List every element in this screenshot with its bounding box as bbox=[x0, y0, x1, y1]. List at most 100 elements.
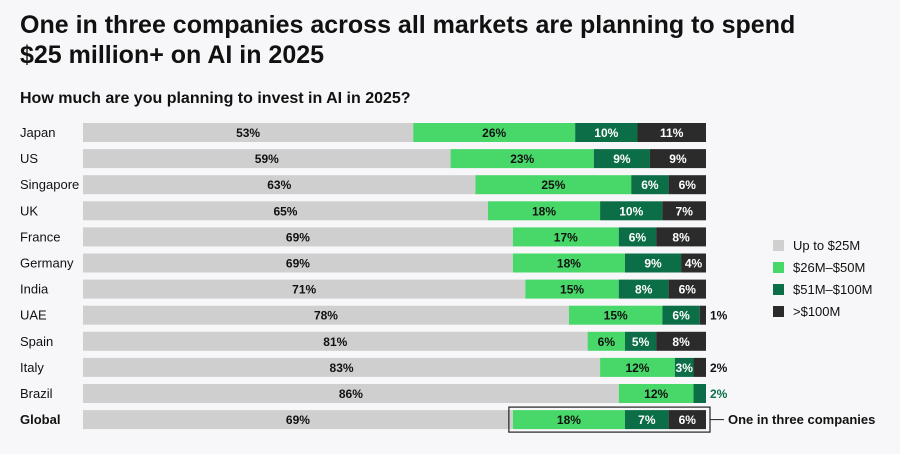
bar-segment bbox=[83, 253, 513, 273]
bar-segment bbox=[668, 175, 706, 195]
bar-segment bbox=[668, 410, 706, 430]
bar-segment bbox=[512, 410, 626, 430]
bar-segment bbox=[450, 149, 594, 169]
legend-swatch bbox=[773, 261, 784, 273]
data-label: 2% bbox=[710, 387, 728, 401]
bar-segment bbox=[575, 123, 638, 142]
bar-segment bbox=[625, 253, 682, 273]
data-label: 9% bbox=[669, 152, 687, 166]
bar-segment bbox=[600, 357, 675, 377]
data-label: 69% bbox=[286, 257, 310, 271]
bar-segment bbox=[83, 331, 588, 351]
bar-segment bbox=[487, 201, 601, 221]
data-label: 10% bbox=[619, 204, 643, 218]
data-label: 18% bbox=[557, 413, 581, 427]
data-label: 83% bbox=[330, 361, 354, 375]
bar-segment bbox=[618, 279, 669, 299]
data-label: 65% bbox=[273, 204, 297, 218]
data-label: 2% bbox=[710, 361, 728, 375]
data-label: 6% bbox=[679, 413, 697, 427]
data-label: 18% bbox=[557, 257, 581, 271]
data-label: 9% bbox=[613, 152, 631, 166]
bar-segment bbox=[674, 357, 694, 377]
data-label: 9% bbox=[644, 257, 662, 271]
data-label: 6% bbox=[598, 335, 616, 349]
bar-segment bbox=[649, 149, 706, 169]
bar-segment bbox=[83, 175, 476, 195]
data-label: 71% bbox=[292, 283, 316, 297]
data-label: 8% bbox=[672, 335, 690, 349]
legend-swatch bbox=[773, 283, 784, 295]
data-label: 12% bbox=[625, 361, 649, 375]
data-label: 6% bbox=[679, 178, 697, 192]
bar-segment bbox=[593, 149, 650, 169]
bar-segment bbox=[693, 384, 706, 403]
bar-segment bbox=[656, 227, 706, 247]
legend-swatch bbox=[773, 239, 784, 251]
data-label: 7% bbox=[638, 413, 656, 427]
bar-segment bbox=[668, 279, 706, 299]
data-label: 7% bbox=[676, 204, 694, 218]
bar-segment bbox=[83, 384, 619, 403]
bar-segment bbox=[413, 123, 576, 142]
category-label: Italy bbox=[20, 360, 44, 375]
bar-segment bbox=[681, 253, 706, 273]
data-label: 81% bbox=[323, 335, 347, 349]
chart-subtitle: How much are you planning to invest in A… bbox=[20, 90, 411, 107]
category-label: Japan bbox=[20, 125, 55, 140]
bar-segment bbox=[83, 305, 569, 325]
data-label: 78% bbox=[314, 309, 338, 323]
bar-segment bbox=[600, 201, 663, 221]
data-label: 53% bbox=[236, 126, 260, 140]
category-label: Spain bbox=[20, 334, 53, 349]
data-label: 4% bbox=[685, 257, 703, 271]
bar-segment bbox=[83, 201, 488, 221]
bar-segment bbox=[475, 175, 632, 195]
data-label: 86% bbox=[339, 387, 363, 401]
data-label: 15% bbox=[560, 283, 584, 297]
bar-segment bbox=[83, 357, 601, 377]
data-label: 69% bbox=[286, 413, 310, 427]
legend-item: $51M–$100M bbox=[773, 278, 873, 300]
chart-title: One in three companies across all market… bbox=[20, 11, 796, 69]
data-label: 6% bbox=[679, 283, 697, 297]
bar-segment bbox=[656, 331, 706, 351]
legend: Up to $25M $26M–$50M $51M–$100M >$100M bbox=[773, 234, 873, 322]
data-label: 6% bbox=[629, 230, 647, 244]
bar-segment bbox=[625, 331, 657, 351]
data-label: 63% bbox=[267, 178, 291, 192]
legend-label: $51M–$100M bbox=[793, 281, 873, 297]
bar-segment bbox=[83, 227, 513, 247]
legend-label: >$100M bbox=[793, 303, 841, 319]
data-label: 59% bbox=[255, 152, 279, 166]
data-label: 8% bbox=[672, 230, 690, 244]
bar-segment bbox=[618, 227, 657, 247]
category-label: Germany bbox=[20, 256, 74, 271]
bar-segment bbox=[83, 279, 526, 299]
data-label: 17% bbox=[554, 230, 578, 244]
bar-segment bbox=[587, 331, 626, 351]
data-label: 23% bbox=[510, 152, 534, 166]
bar-segment bbox=[631, 175, 669, 195]
bar-segment bbox=[693, 357, 706, 377]
legend-item: $26M–$50M bbox=[773, 256, 873, 278]
category-label: UK bbox=[20, 203, 38, 218]
data-label: 5% bbox=[632, 335, 650, 349]
data-label: 1% bbox=[710, 309, 728, 323]
data-label: 18% bbox=[532, 204, 556, 218]
category-label: Brazil bbox=[20, 386, 53, 401]
category-label: India bbox=[20, 282, 49, 297]
bar-segment bbox=[637, 123, 706, 142]
data-label: 3% bbox=[676, 361, 694, 375]
bar-segment bbox=[662, 305, 700, 325]
bar-segment bbox=[512, 227, 619, 247]
legend-item: Up to $25M bbox=[773, 234, 873, 256]
bar-segment bbox=[618, 384, 694, 403]
category-label: US bbox=[20, 151, 38, 166]
data-label: 8% bbox=[635, 283, 653, 297]
data-label: 25% bbox=[541, 178, 565, 192]
bar-segment bbox=[525, 279, 619, 299]
annotation-text: One in three companies bbox=[728, 412, 875, 427]
bar-segment bbox=[83, 123, 414, 142]
bar-segment bbox=[568, 305, 663, 325]
